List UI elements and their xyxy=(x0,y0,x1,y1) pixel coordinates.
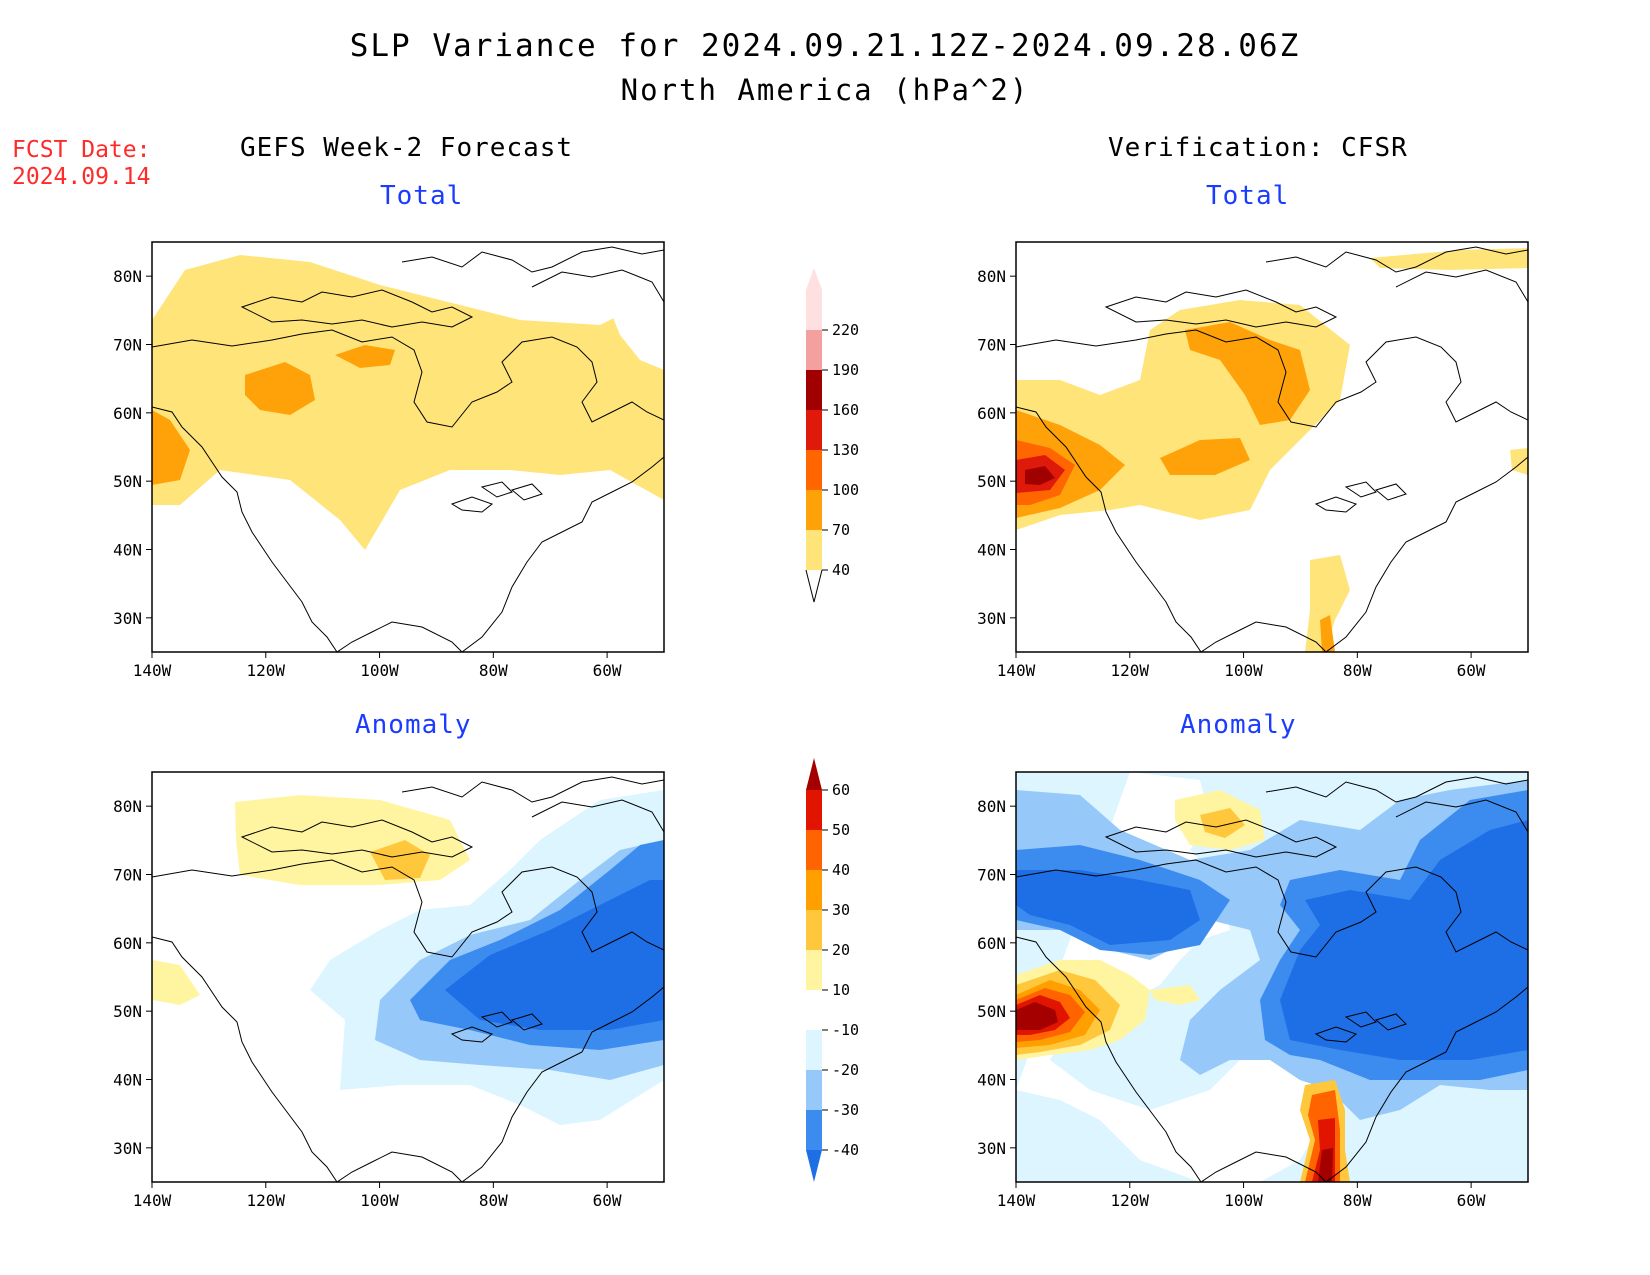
lat-tick-label: 60N xyxy=(977,934,1006,953)
colorbar-anomaly-label: -30 xyxy=(832,1101,859,1119)
colorbar-anomaly-label: 40 xyxy=(832,861,850,879)
map-verification-total xyxy=(1015,241,1529,653)
lat-tick-label: 60N xyxy=(113,934,142,953)
lon-tick-label: 140W xyxy=(133,661,172,680)
lat-tick-label: 30N xyxy=(977,1139,1006,1158)
chart-title: SLP Variance for 2024.09.21.12Z-2024.09.… xyxy=(349,28,1301,64)
lat-tick-label: 50N xyxy=(113,472,142,491)
lon-tick-label: 100W xyxy=(1224,661,1263,680)
lat-tick-label: 70N xyxy=(977,336,1006,355)
colorbar-anomaly-swatch xyxy=(806,1110,822,1150)
lat-tick-label: 70N xyxy=(113,866,142,885)
colorbar-anomaly-swatch xyxy=(806,870,822,910)
lon-tick-label: 100W xyxy=(1224,1191,1263,1210)
lat-tick-label: 40N xyxy=(977,1071,1006,1090)
colorbar-anomaly-label: -10 xyxy=(832,1021,859,1039)
colorbar-anomaly-label: 30 xyxy=(832,901,850,919)
lon-tick-label: 120W xyxy=(247,1191,286,1210)
lon-tick-label: 140W xyxy=(997,1191,1036,1210)
colorbar-total-swatch xyxy=(806,290,822,330)
lon-tick-label: 100W xyxy=(360,1191,399,1210)
lat-tick-label: 30N xyxy=(977,609,1006,628)
lat-tick-label: 70N xyxy=(113,336,142,355)
lat-tick-label: 40N xyxy=(113,541,142,560)
lon-tick-label: 140W xyxy=(133,1191,172,1210)
lon-tick-label: 120W xyxy=(1111,661,1150,680)
lon-tick-label: 120W xyxy=(247,661,286,680)
lat-tick-label: 70N xyxy=(977,866,1006,885)
colorbar-total-label: 40 xyxy=(832,561,850,579)
colorbar-anomaly-swatch xyxy=(806,990,822,1030)
colorbar-total-swatch xyxy=(806,370,822,410)
panel-title-verification-total: Total xyxy=(1206,181,1290,211)
lat-tick-label: 30N xyxy=(113,609,142,628)
panel-title-verification-anomaly: Anomaly xyxy=(1180,710,1297,740)
colorbar-anomaly-label: 20 xyxy=(832,941,850,959)
lat-tick-label: 30N xyxy=(113,1139,142,1158)
colorbar-anomaly-label: 50 xyxy=(832,821,850,839)
colorbar-anomaly-label: -40 xyxy=(832,1141,859,1159)
colorbar-total-swatch xyxy=(806,530,822,570)
colorbar-anomaly-swatch xyxy=(806,1030,822,1070)
map-verification-anomaly xyxy=(1015,771,1529,1183)
colorbar-total-label: 220 xyxy=(832,321,859,339)
lat-tick-label: 50N xyxy=(977,1002,1006,1021)
lat-tick-label: 50N xyxy=(113,1002,142,1021)
lat-tick-label: 80N xyxy=(113,797,142,816)
lon-tick-label: 60W xyxy=(1457,661,1486,680)
lon-tick-label: 100W xyxy=(360,661,399,680)
lon-tick-label: 60W xyxy=(593,661,622,680)
lat-tick-label: 80N xyxy=(113,267,142,286)
lat-tick-label: 60N xyxy=(977,404,1006,423)
forecast-date-label: FCST Date: xyxy=(12,137,151,163)
lat-tick-label: 40N xyxy=(113,1071,142,1090)
colorbar-total-swatch xyxy=(806,330,822,370)
colorbar-total-label: 130 xyxy=(832,441,859,459)
panel-title-forecast-total: Total xyxy=(380,181,464,211)
column-header-forecast: GEFS Week-2 Forecast xyxy=(240,133,574,163)
lon-tick-label: 60W xyxy=(1457,1191,1486,1210)
panel-title-forecast-anomaly: Anomaly xyxy=(355,710,472,740)
lat-tick-label: 40N xyxy=(977,541,1006,560)
lon-tick-label: 80W xyxy=(1343,661,1372,680)
lon-tick-label: 80W xyxy=(479,661,508,680)
lat-tick-label: 80N xyxy=(977,267,1006,286)
lon-tick-label: 60W xyxy=(593,1191,622,1210)
colorbar-anomaly-label: 10 xyxy=(832,981,850,999)
forecast-date-block: FCST Date: 2024.09.14 xyxy=(12,137,150,191)
map-forecast-anomaly xyxy=(151,771,665,1183)
colorbar-anomaly-swatch xyxy=(806,950,822,990)
colorbar-anomaly-swatch xyxy=(806,830,822,870)
colorbar-anomaly-label: 60 xyxy=(832,781,850,799)
colorbar-total-label: 190 xyxy=(832,361,859,379)
lon-tick-label: 120W xyxy=(1111,1191,1150,1210)
colorbar-total-swatch xyxy=(806,410,822,450)
lon-tick-label: 80W xyxy=(1343,1191,1372,1210)
lat-tick-label: 60N xyxy=(113,404,142,423)
colorbar-total-label: 100 xyxy=(832,481,859,499)
colorbar-total-swatch xyxy=(806,490,822,530)
colorbar-total-top-arrow xyxy=(806,268,822,290)
colorbar-total-label: 70 xyxy=(832,521,850,539)
column-header-verification: Verification: CFSR xyxy=(1108,133,1408,163)
colorbar-anomaly-swatch xyxy=(806,790,822,830)
lon-tick-label: 80W xyxy=(479,1191,508,1210)
lat-tick-label: 80N xyxy=(977,797,1006,816)
colorbar-anomaly-swatch xyxy=(806,1070,822,1110)
map-forecast-total xyxy=(151,241,665,653)
colorbar-anomaly-label: -20 xyxy=(832,1061,859,1079)
lat-tick-label: 50N xyxy=(977,472,1006,491)
colorbar-total-swatch xyxy=(806,450,822,490)
lon-tick-label: 140W xyxy=(997,661,1036,680)
colorbar-anomaly-bottom-arrow xyxy=(806,1150,822,1182)
colorbar-anomaly-swatch xyxy=(806,910,822,950)
chart-subtitle: North America (hPa^2) xyxy=(620,73,1030,107)
forecast-date-value: 2024.09.14 xyxy=(12,164,151,190)
colorbar-anomaly-top-arrow xyxy=(806,758,822,790)
colorbar-total-label: 160 xyxy=(832,401,859,419)
